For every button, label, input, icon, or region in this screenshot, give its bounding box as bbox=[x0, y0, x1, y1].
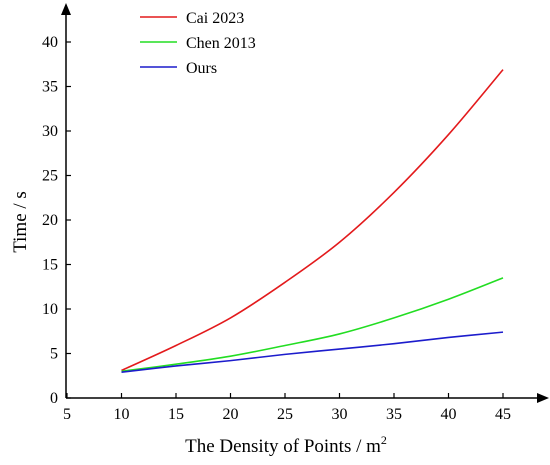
x-axis-title-main: The Density of Points / m bbox=[185, 436, 381, 457]
y-tick-label: 10 bbox=[42, 301, 58, 318]
x-axis-title-superscript: 2 bbox=[381, 433, 387, 447]
x-axis-title: The Density of Points / m2 bbox=[185, 433, 387, 457]
legend: Cai 2023 Chen 2013 Ours bbox=[140, 10, 256, 77]
y-tick-label: 25 bbox=[42, 168, 58, 185]
series-line-chen-2013 bbox=[121, 277, 504, 373]
x-axis-arrow-icon bbox=[537, 393, 549, 403]
y-tick-label: 30 bbox=[42, 123, 58, 140]
y-axis-ticks: 0 5 10 15 20 25 30 35 40 bbox=[42, 34, 71, 407]
x-tick-label: 45 bbox=[495, 406, 511, 423]
y-axis-arrow-icon bbox=[61, 3, 71, 15]
legend-label-cai-2023: Cai 2023 bbox=[186, 10, 244, 27]
x-tick-label: 10 bbox=[114, 406, 130, 423]
series-line-cai-2023 bbox=[121, 69, 504, 372]
y-tick-label: 5 bbox=[50, 346, 58, 363]
y-tick-label: 15 bbox=[42, 257, 58, 274]
y-tick-label: 20 bbox=[42, 212, 58, 229]
y-axis-title: Time / s bbox=[10, 191, 31, 253]
x-tick-label: 5 bbox=[63, 406, 71, 423]
series-line-ours bbox=[121, 331, 504, 373]
x-tick-label: 35 bbox=[386, 406, 402, 423]
x-tick-label: 40 bbox=[441, 406, 457, 423]
series-lines bbox=[121, 69, 504, 373]
legend-label-ours: Ours bbox=[186, 60, 217, 77]
x-tick-label: 30 bbox=[332, 406, 348, 423]
y-tick-label: 0 bbox=[50, 390, 58, 407]
y-tick-label: 40 bbox=[42, 34, 58, 51]
x-tick-label: 25 bbox=[277, 406, 293, 423]
x-axis-ticks: 5 10 15 20 25 30 35 40 45 bbox=[63, 393, 511, 423]
x-tick-label: 20 bbox=[223, 406, 239, 423]
legend-label-chen-2013: Chen 2013 bbox=[186, 35, 256, 52]
x-tick-label: 15 bbox=[168, 406, 184, 423]
y-tick-label: 35 bbox=[42, 79, 58, 96]
